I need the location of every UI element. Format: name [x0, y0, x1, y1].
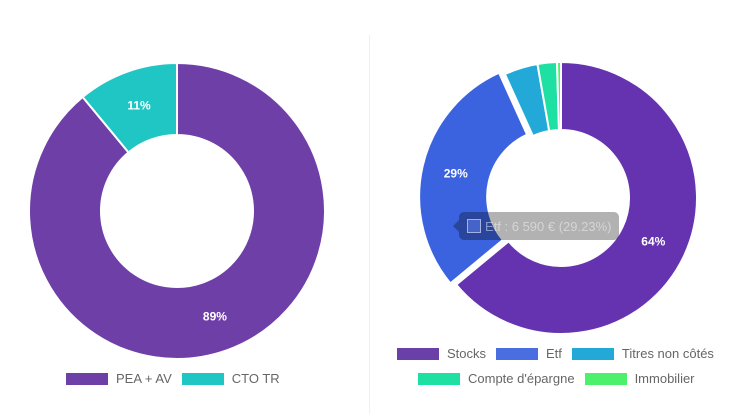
legend-label: PEA + AV: [116, 371, 172, 386]
tooltip-swatch: [467, 219, 481, 233]
slice-stocks[interactable]: [454, 60, 698, 335]
legend-label: CTO TR: [231, 371, 280, 386]
slice-percent-label: 11%: [127, 99, 151, 113]
slice-immobilier[interactable]: [555, 60, 562, 132]
tooltip: Etf : 6 590 € (29.23%): [452, 212, 620, 240]
legend-label: Stocks: [447, 346, 487, 361]
right-legend-row2: Compte d'épargne Immobilier: [418, 371, 705, 386]
left-legend: PEA + AV CTO TR: [66, 371, 290, 386]
legend-item-immobilier[interactable]: Immobilier: [584, 371, 695, 386]
slice-percent-label: 89%: [203, 309, 227, 323]
slice-pea-av[interactable]: [28, 61, 326, 360]
legend-label: Immobilier: [634, 371, 695, 386]
legend-label: Etf: [546, 346, 562, 361]
slice-percent-label: 29%: [444, 167, 468, 181]
legend-label: Titres non côtés: [621, 346, 714, 361]
legend-item-stocks[interactable]: Stocks: [397, 346, 486, 361]
slice-etf[interactable]: [418, 71, 529, 285]
right-legend-row1: Stocks Etf Titres non côtés: [397, 346, 724, 361]
legend-item-etf[interactable]: Etf: [496, 346, 562, 361]
legend-item-titres[interactable]: Titres non côtés: [571, 346, 714, 361]
legend-item-compte[interactable]: Compte d'épargne: [418, 371, 575, 386]
legend-item-cto-tr[interactable]: CTO TR: [181, 371, 280, 386]
legend-item-pea-av[interactable]: PEA + AV: [66, 371, 172, 386]
slice-cto-tr[interactable]: [81, 61, 178, 154]
slice-percent-label: 64%: [641, 234, 665, 248]
legend-label: Compte d'épargne: [468, 371, 575, 386]
divider: [369, 35, 370, 414]
tooltip-text: Etf : 6 590 € (29.23%): [485, 218, 612, 234]
